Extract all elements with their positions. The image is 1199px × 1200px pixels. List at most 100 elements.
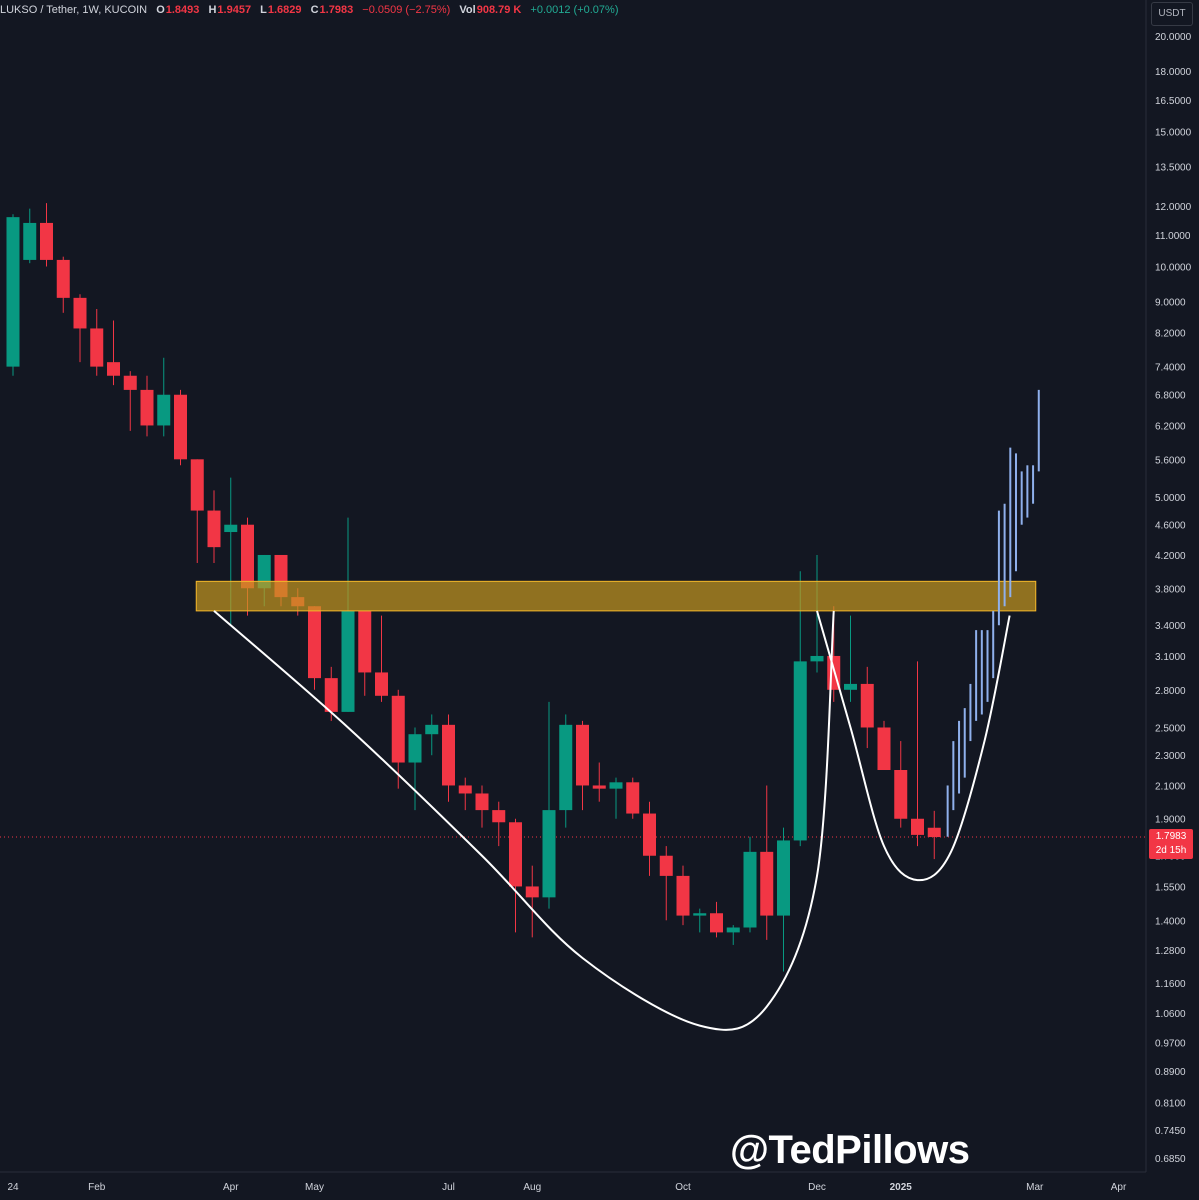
- y-tick-label: 2.1000: [1155, 781, 1186, 792]
- candle-body: [559, 724, 573, 811]
- high-value: 1.9457: [217, 4, 252, 16]
- candle-body: [341, 610, 355, 712]
- candle-body: [710, 913, 723, 933]
- candle-body: [157, 394, 171, 426]
- current-price-value: 1.7983: [1155, 831, 1187, 842]
- y-tick-label: 10.0000: [1155, 262, 1192, 273]
- candle-body: [525, 886, 539, 898]
- currency-button[interactable]: USDT: [1151, 2, 1193, 26]
- y-tick-label: 20.0000: [1155, 32, 1192, 43]
- y-tick-label: 16.5000: [1155, 96, 1192, 107]
- candle-body: [911, 818, 924, 835]
- close-value: 1.7983: [319, 4, 354, 16]
- y-tick-label: 2.5000: [1155, 723, 1186, 734]
- y-tick-label: 0.6850: [1155, 1154, 1186, 1165]
- x-tick-label: Dec: [808, 1182, 826, 1193]
- candle-body: [492, 810, 506, 823]
- y-tick-label: 9.0000: [1155, 298, 1186, 309]
- candle-body: [576, 724, 589, 786]
- candle-body: [241, 524, 254, 589]
- candle-body: [207, 510, 221, 548]
- candle-body: [777, 840, 790, 916]
- y-tick-label: 15.0000: [1155, 128, 1192, 139]
- x-tick-label: Feb: [88, 1182, 106, 1193]
- high-label: H: [208, 4, 217, 16]
- candle-body: [793, 661, 807, 841]
- candle-body: [425, 724, 439, 735]
- x-tick-label: Mar: [1026, 1182, 1044, 1193]
- y-tick-label: 6.8000: [1155, 391, 1186, 402]
- y-tick-label: 4.2000: [1155, 551, 1186, 562]
- x-tick-label: Apr: [1111, 1182, 1127, 1193]
- candle-body: [659, 855, 673, 876]
- y-tick-label: 0.9700: [1155, 1038, 1186, 1049]
- candle-body: [810, 655, 824, 662]
- x-tick-label: 24: [7, 1182, 19, 1193]
- candle-body: [760, 851, 774, 916]
- y-tick-label: 6.2000: [1155, 421, 1186, 432]
- y-tick-label: 5.0000: [1155, 493, 1186, 504]
- candle-body: [324, 678, 338, 712]
- candle-body: [408, 734, 422, 763]
- y-tick-label: 3.1000: [1155, 652, 1186, 663]
- candle-body: [6, 217, 20, 367]
- candle-body: [877, 727, 891, 770]
- y-tick-label: 0.7450: [1155, 1126, 1186, 1137]
- candle-body: [844, 683, 857, 690]
- candle-body: [693, 913, 707, 916]
- y-tick-label: 11.0000: [1155, 231, 1191, 242]
- y-tick-label: 1.0600: [1155, 1009, 1186, 1020]
- change-value: −0.0509 (−2.75%): [362, 4, 451, 16]
- y-tick-label: 5.6000: [1155, 455, 1186, 466]
- candle-body: [123, 375, 137, 390]
- watermark: @TedPillows: [730, 1128, 970, 1172]
- candle-body: [40, 222, 53, 260]
- candle-body: [442, 724, 455, 786]
- candle-body: [257, 554, 271, 589]
- x-tick-label: May: [305, 1182, 324, 1193]
- open-label: O: [156, 4, 165, 16]
- candle-body: [542, 810, 556, 898]
- candle-body: [726, 927, 740, 933]
- candle-body: [375, 672, 388, 696]
- candle-body: [676, 875, 690, 916]
- candle-body: [107, 362, 120, 376]
- y-tick-label: 1.4000: [1155, 916, 1186, 927]
- y-tick-label: 12.0000: [1155, 202, 1192, 213]
- y-tick-label: 1.1600: [1155, 979, 1186, 990]
- y-tick-label: 7.4000: [1155, 363, 1186, 374]
- volume-change: +0.0012 (+0.07%): [530, 4, 619, 16]
- y-tick-label: 18.0000: [1155, 67, 1192, 78]
- candle-body: [56, 259, 70, 298]
- candle-body: [927, 827, 941, 838]
- candle-body: [358, 610, 372, 673]
- candle-body: [23, 222, 37, 260]
- volume-label: Vol: [459, 4, 476, 16]
- resistance-zone: [195, 580, 1037, 612]
- candle-body: [224, 524, 238, 533]
- y-tick-label: 3.4000: [1155, 621, 1186, 632]
- y-tick-label: 8.2000: [1155, 328, 1186, 339]
- x-tick-label: Oct: [675, 1182, 691, 1193]
- y-tick-label: 1.9000: [1155, 815, 1186, 826]
- x-tick-label: Jul: [442, 1182, 455, 1193]
- candle-body: [90, 328, 104, 367]
- cup-curve: [213, 610, 835, 1031]
- candle-body: [643, 813, 656, 856]
- low-label: L: [260, 4, 267, 16]
- y-tick-label: 0.8100: [1155, 1098, 1186, 1109]
- bar-countdown: 2d 15h: [1155, 845, 1187, 856]
- low-value: 1.6829: [267, 4, 302, 16]
- close-label: C: [310, 4, 319, 16]
- current-price-label: 1.7983 2d 15h: [1149, 829, 1193, 859]
- symbol-name: LUKSO / Tether, 1W, KUCOIN: [0, 4, 148, 16]
- candle-body: [743, 851, 757, 928]
- x-tick-label: Aug: [523, 1182, 541, 1193]
- candle-body: [458, 785, 472, 794]
- candle-body: [174, 394, 187, 460]
- y-tick-label: 2.8000: [1155, 686, 1186, 697]
- y-tick-label: 4.6000: [1155, 521, 1186, 532]
- handle-curve: [816, 610, 1011, 882]
